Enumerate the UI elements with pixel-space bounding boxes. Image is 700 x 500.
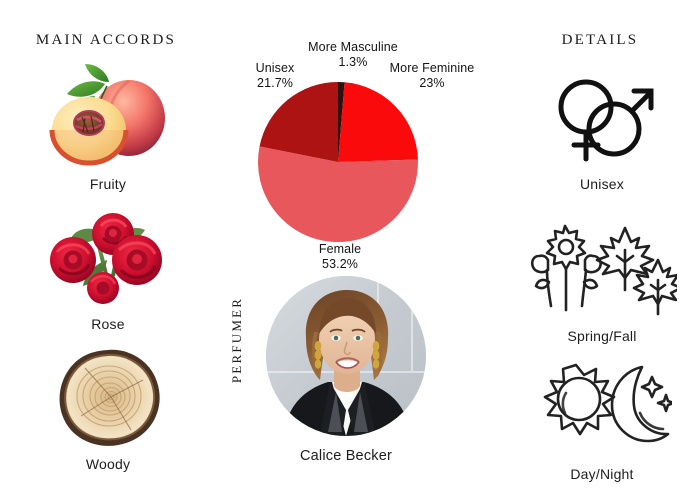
perfumer-portrait-photo[interactable] <box>266 276 426 436</box>
detail-item-time[interactable]: Day/Night <box>518 354 686 482</box>
pie-slice-more-masculine <box>338 82 345 162</box>
wood-log-cross-section-photo <box>33 342 183 454</box>
perfumer-name: Calice Becker <box>299 448 393 464</box>
accord-label: Woody <box>85 456 131 472</box>
pie-label-value: 1.3% <box>338 55 368 69</box>
perfumer-section: PERFUMER <box>200 276 460 484</box>
pie-slice-more-feminine <box>338 82 418 162</box>
main-accords-heading: MAIN ACCORDS <box>35 32 177 48</box>
accord-label: Rose <box>91 316 125 332</box>
accord-label: Fruity <box>89 176 127 192</box>
detail-label: Unisex <box>580 176 624 192</box>
pie-label-more-feminine: More Feminine 23% <box>384 61 480 91</box>
accord-item-woody[interactable]: Woody <box>33 342 183 472</box>
detail-item-season[interactable]: Spring/Fall <box>518 216 686 344</box>
pie-label-name: More Feminine <box>389 61 475 75</box>
pie-svg <box>258 82 419 243</box>
pie-label-value: 21.7% <box>257 76 293 90</box>
pie-slice-female <box>258 146 419 243</box>
pie-label-name: Female <box>318 242 362 256</box>
pie-slice-unisex <box>259 82 338 162</box>
red-roses-photo <box>33 202 183 314</box>
accord-item-rose[interactable]: Rose <box>33 202 183 332</box>
perfumer-section-label: PERFUMER <box>229 296 244 384</box>
pie-label-name: More Masculine <box>308 40 398 54</box>
flowers-and-maple-leaves-icon <box>518 216 686 324</box>
pie-label-value: 23% <box>419 76 445 90</box>
detail-label: Day/Night <box>570 466 634 482</box>
pie-label-unisex: Unisex 21.7% <box>244 61 306 91</box>
accord-item-fruity[interactable]: Fruity <box>33 62 183 192</box>
sun-and-moon-icon <box>518 354 686 462</box>
pie-label-name: Unisex <box>255 61 295 75</box>
male-female-gender-symbols-icon <box>518 64 686 172</box>
gender-distribution-pie-chart: More Masculine 1.3% Unisex 21.7% More Fe… <box>232 38 482 278</box>
pie-slice-group <box>258 82 419 243</box>
detail-label: Spring/Fall <box>567 328 637 344</box>
pie-label-more-masculine: More Masculine 1.3% <box>298 40 408 70</box>
details-heading: DETAILS <box>561 32 639 48</box>
detail-item-unisex[interactable]: Unisex <box>518 64 686 192</box>
pie-label-female: Female 53.2% <box>292 242 388 272</box>
pie-label-value: 53.2% <box>322 257 358 271</box>
peach-fruit-photo <box>33 62 183 174</box>
